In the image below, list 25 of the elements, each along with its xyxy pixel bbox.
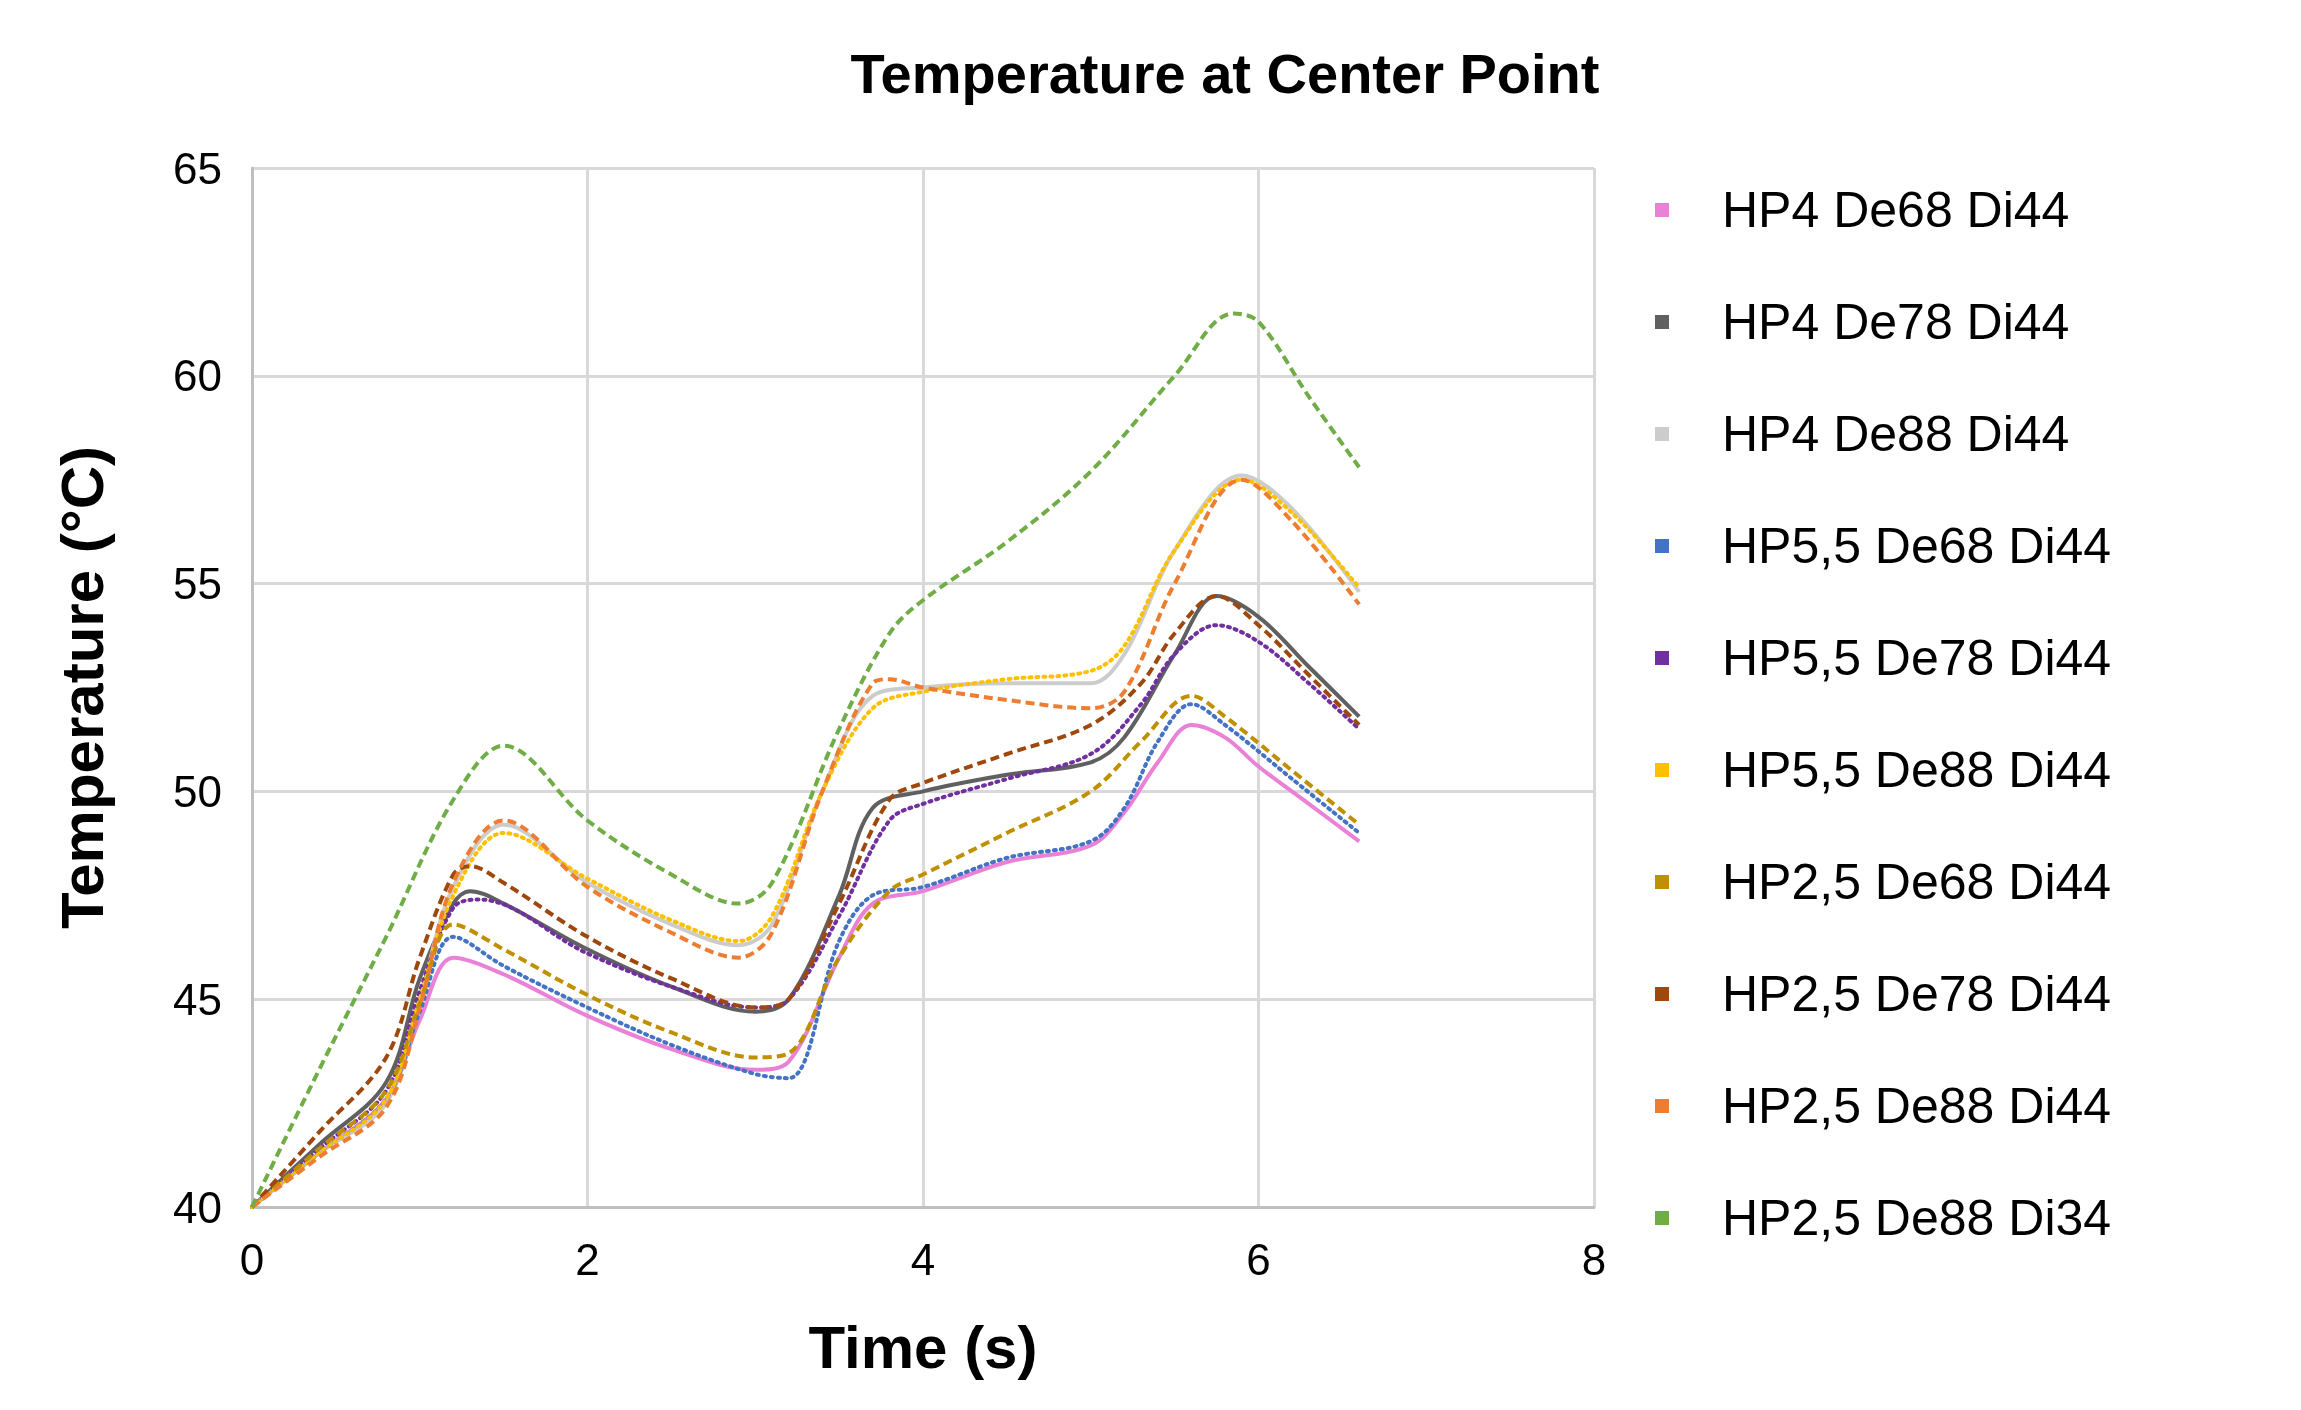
y-tick-label: 45	[173, 974, 222, 1024]
y-tick-label: 65	[173, 143, 222, 193]
legend-label: HP4 De78 Di44	[1722, 294, 2070, 350]
y-tick-label: 50	[173, 766, 222, 816]
legend-label: HP5,5 De88 Di44	[1722, 742, 2112, 798]
y-tick-label: 55	[173, 559, 222, 609]
x-tick-label: 4	[910, 1234, 936, 1284]
x-tick-label: 6	[1246, 1234, 1271, 1284]
y-tick-label: 40	[173, 1182, 222, 1232]
x-tick-label: 2	[575, 1234, 600, 1284]
legend-label: HP2,5 De88 Di44	[1722, 1078, 2112, 1134]
legend-label: HP4 De68 Di44	[1722, 182, 2070, 238]
chart-title: Temperature at Center Point	[850, 41, 1600, 105]
legend-label: HP2,5 De78 Di44	[1722, 966, 2112, 1022]
legend-label: HP5,5 De68 Di44	[1722, 518, 2112, 574]
y-axis-title: Temperature (°C)	[48, 446, 116, 929]
line-series	[250, 311, 1362, 1209]
x-axis-title: Time (s)	[808, 1313, 1038, 1381]
legend-label: HP2,5 De68 Di44	[1722, 854, 2112, 910]
legend-label: HP2,5 De88 Di34	[1722, 1190, 2112, 1246]
legend-label: HP4 De88 Di44	[1722, 406, 2070, 462]
y-tick-label: 60	[173, 351, 222, 401]
x-tick-label: 8	[1581, 1234, 1607, 1284]
x-tick-label: 0	[239, 1234, 265, 1284]
legend-label: HP5,5 De78 Di44	[1722, 630, 2112, 686]
